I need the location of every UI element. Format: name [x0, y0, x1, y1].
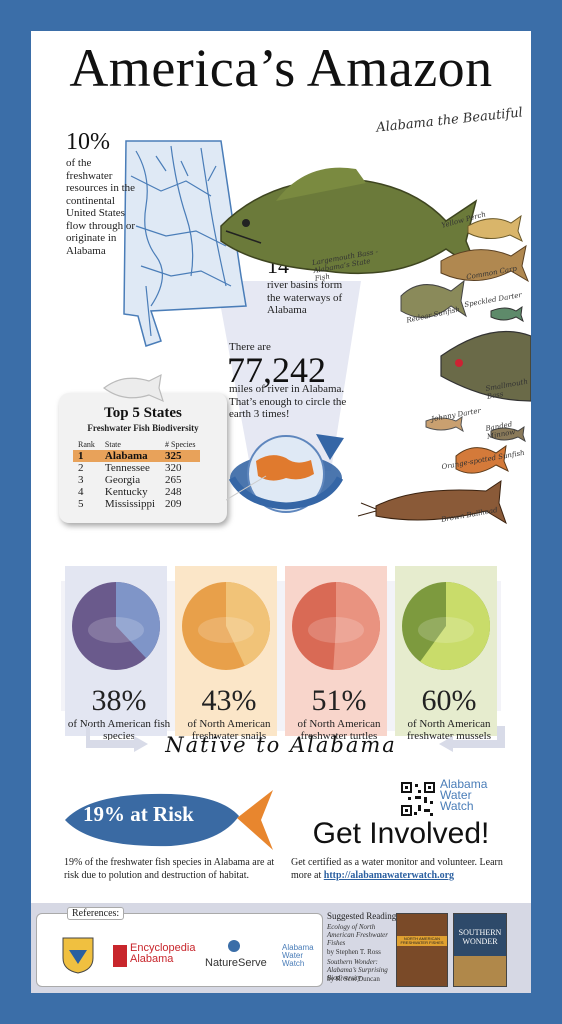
pie-slice-snails [226, 582, 270, 666]
stat-freshwater-value: 10% [66, 129, 110, 155]
poster: America’s Amazon Alabama the Beautiful 1… [31, 31, 531, 993]
native-heading: Native to Alabama [165, 733, 397, 757]
qr-code-icon [400, 781, 436, 817]
col-rank: Rank [78, 440, 95, 449]
stat-miles-value: 77,242 [227, 350, 326, 390]
book-cover-1-text: NORTH AMERICAN FRESHWATER FISHES [400, 936, 444, 945]
native-pct-mussels: 60% [421, 684, 477, 717]
native-pct-fish: 38% [91, 684, 147, 717]
pie-slice-fish [116, 582, 160, 659]
reading-book2-author: by R. Scot Duncan [327, 975, 380, 983]
native-pct-turtles: 51% [311, 684, 367, 717]
alabama-map [123, 140, 247, 347]
page-title: America’s Amazon [69, 38, 493, 98]
largemouth-bass-icon [220, 167, 480, 275]
pie-slice-mussels [420, 582, 491, 670]
natureserve-icon [228, 940, 240, 952]
fish-outline-icon [102, 373, 164, 403]
reading-label: Suggested Reading: [327, 911, 399, 921]
table-row: 5 Mississippi 209 [78, 498, 182, 510]
get-involved-body: Get certified as a water monitor and vol… [291, 857, 503, 881]
water-watch-logo: Alabama Water Watch [440, 777, 488, 813]
stat-basins-text: river basins form the waterways of Alaba… [267, 279, 343, 316]
col-species: # Species [165, 440, 196, 449]
fish-icon [88, 617, 144, 643]
col-state: State [104, 440, 121, 449]
reading-book1-title: Ecology of North American Freshwater Fis… [327, 923, 388, 947]
reading-book1-author: by Stephen T. Ross [327, 948, 381, 956]
at-risk-value: 19% at Risk [83, 802, 194, 826]
usfws-shield-icon [62, 937, 94, 974]
top-states-title: Top 5 States [104, 405, 182, 421]
stat-miles-text: miles of river in Alabama. That’s enough… [229, 383, 347, 420]
native-desc-mussels: of North American freshwater mussels [406, 718, 491, 742]
table-row: 4 Kentucky 248 [78, 486, 182, 498]
turtle-icon [308, 617, 364, 643]
ref-natureserve: NatureServe [205, 957, 267, 969]
mussel-icon [418, 617, 474, 643]
native-desc-snails: of North American freshwater snails [187, 718, 271, 742]
get-involved-link[interactable]: http://alabamawaterwatch.org [323, 869, 455, 881]
get-involved-text: Get certified as a water monitor and vol… [291, 857, 506, 882]
stat-freshwater-text: of the freshwater resources in the conti… [66, 157, 136, 257]
top-states-table: Rank State # Species 1 Alabama 325 2 Ten… [73, 439, 201, 510]
native-desc-fish: of North American fish species [67, 718, 171, 742]
stat-miles-prefix: There are [229, 341, 271, 353]
fish-illustrations [220, 167, 531, 525]
top-states-card: Top 5 States Freshwater Fish Biodiversit… [59, 373, 227, 523]
references-box: References: Encyclopedia Alabama NatureS… [36, 907, 323, 987]
at-risk-fish-icon [65, 790, 273, 850]
top-states-subtitle: Freshwater Fish Biodiversity [87, 423, 199, 433]
native-arrows [86, 726, 505, 752]
native-pct-snails: 43% [201, 684, 257, 717]
book-cover-2-text: SOUTHERN WONDER [458, 928, 502, 946]
native-section: 38% of North American fish species 43% o… [61, 566, 501, 746]
ref-encyclopedia: Encyclopedia Alabama [130, 942, 196, 965]
background-shapes [61, 281, 501, 731]
references-panel: References: Encyclopedia Alabama NatureS… [31, 903, 531, 993]
reading-book2-title: Southern Wonder: Alabama’s Surprising Bi… [327, 958, 388, 982]
pie-slice-turtles [333, 582, 381, 670]
get-involved-heading: Get Involved! [312, 817, 490, 850]
encyclopedia-book-icon [113, 945, 127, 967]
native-desc-turtles: of North American freshwater turtles [297, 718, 381, 742]
book-cover-1[interactable]: NORTH AMERICAN FRESHWATER FISHES [396, 913, 448, 987]
references-label: References: [67, 907, 125, 920]
table-row: 2 Tennessee 320 [78, 462, 182, 474]
globe-icon [226, 434, 344, 513]
native-panels [65, 566, 497, 736]
table-row: 1 Alabama 325 [73, 450, 201, 462]
table-row: 3 Georgia 265 [78, 474, 182, 486]
at-risk-text: 19% of the freshwater fish species in Al… [64, 857, 275, 881]
book-cover-2[interactable]: SOUTHERN WONDER [453, 913, 507, 987]
snail-icon [198, 617, 254, 643]
ref-water-watch: Alabama Water Watch [282, 943, 314, 968]
